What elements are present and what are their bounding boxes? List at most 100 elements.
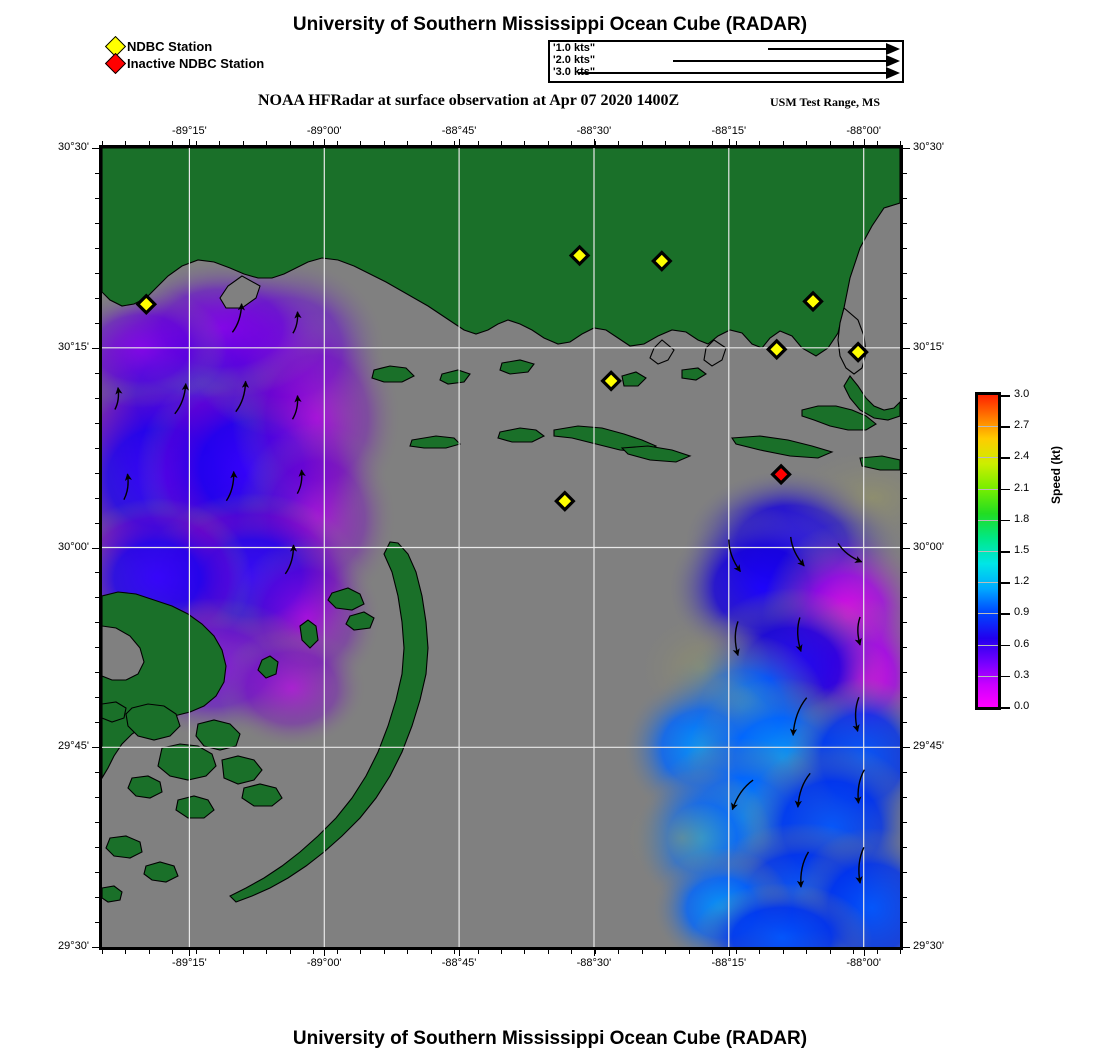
colorbar-tick: [1001, 644, 1010, 647]
y-axis-minor-tick: [903, 297, 907, 299]
y-axis-minor-tick: [903, 322, 907, 324]
diamond-icon: [104, 52, 127, 75]
x-axis-minor-tick: [125, 950, 127, 954]
legend-item-ndbc-station: NDBC Station: [104, 35, 264, 58]
colorbar-tick-label: 0.6: [1014, 637, 1030, 650]
y-axis-minor-tick: [903, 397, 907, 399]
y-axis-tick: [903, 947, 910, 948]
current-vector-arrow: [837, 543, 863, 563]
y-axis-minor-tick: [903, 222, 907, 224]
colorbar-gridline: [978, 488, 998, 490]
colorbar-tick: [1001, 488, 1010, 491]
x-axis-minor-tick: [853, 950, 855, 954]
y-axis-minor-tick: [903, 672, 907, 674]
footer-title: University of Southern Mississippi Ocean…: [292, 1028, 808, 1049]
x-axis-minor-tick: [501, 950, 502, 954]
x-axis-minor-tick: [594, 950, 596, 954]
x-axis-minor-tick: [571, 950, 573, 954]
x-axis-minor-tick: [454, 950, 456, 954]
vector-scale-legend: '1.0 kts" '2.0 kts" '3.0 kts": [548, 40, 904, 83]
current-vector-arrow: [731, 779, 754, 811]
y-axis-minor-tick: [903, 597, 907, 599]
current-vector-arrow: [795, 617, 803, 653]
y-axis-label: 29°45': [58, 740, 89, 753]
current-vector-arrow: [789, 697, 808, 737]
y-axis-minor-tick: [903, 897, 907, 899]
y-axis-minor-tick: [903, 522, 907, 524]
ndbc-station-marker[interactable]: [765, 338, 788, 361]
y-axis-minor-tick: [903, 922, 907, 924]
x-axis-minor-tick: [242, 950, 244, 954]
y-axis-tick: [903, 347, 910, 349]
x-axis-label: -88°00': [846, 957, 881, 969]
colorbar-gridline: [978, 675, 998, 677]
colorbar-tick-label: 2.4: [1014, 450, 1030, 463]
x-axis-minor-tick: [477, 950, 479, 954]
y-axis-minor-tick: [903, 747, 907, 749]
colorbar-tick-label: 2.1: [1014, 481, 1030, 494]
current-vector-arrow: [114, 386, 123, 410]
x-axis-minor-tick: [430, 950, 432, 954]
y-axis-minor-tick: [903, 797, 907, 799]
colorbar-tick-label: 0.9: [1014, 606, 1030, 619]
current-vector-arrow: [292, 311, 302, 334]
map-canvas[interactable]: [99, 145, 903, 950]
y-axis-minor-tick: [903, 772, 907, 774]
y-axis-label: 29°30': [913, 940, 944, 952]
colorbar-tick-label: 1.8: [1014, 512, 1030, 525]
y-axis-label: 30°00': [58, 540, 89, 553]
y-axis-minor-tick: [903, 197, 907, 199]
y-axis-label: 30°15': [913, 340, 944, 353]
x-axis-minor-tick: [219, 950, 221, 954]
x-axis-label: -88°45': [441, 957, 477, 969]
y-axis-label: 30°15': [58, 340, 89, 353]
x-axis-minor-tick: [806, 950, 808, 954]
y-axis-minor-tick: [903, 847, 907, 849]
current-vector-arrow: [854, 616, 862, 646]
colorbar-tick: [1001, 426, 1010, 428]
vector-arrowhead: [886, 43, 900, 55]
y-axis-tick: [92, 947, 99, 948]
vector-scale-row-1: '1.0 kts": [550, 42, 902, 56]
current-vector-arrow: [732, 621, 740, 657]
x-axis-minor-tick: [735, 950, 737, 954]
colorbar-gridline: [978, 426, 998, 428]
legend-item-inactive-ndbc-station: Inactive NDBC Station: [104, 52, 264, 75]
colorbar-tick-label: 0.0: [1014, 700, 1030, 712]
ndbc-station-marker[interactable]: [568, 244, 591, 267]
y-axis-label: 30°30': [58, 141, 89, 153]
y-axis-minor-tick: [903, 697, 907, 699]
ndbc-station-marker[interactable]: [847, 341, 869, 363]
y-axis-tick: [92, 148, 99, 149]
x-axis-label: -88°30': [576, 957, 612, 969]
current-vector-arrow: [796, 851, 810, 888]
x-axis-minor-tick: [102, 950, 103, 954]
y-axis-label: 30°00': [913, 540, 944, 553]
colorbar-title: Speed (kt): [1049, 445, 1063, 504]
x-axis-minor-tick: [547, 950, 549, 954]
station-legend: NDBC Station Inactive NDBC Station: [104, 35, 264, 75]
ndbc-station-marker[interactable]: [651, 250, 673, 272]
ndbc-station-marker[interactable]: [802, 290, 824, 313]
colorbar-tick: [1001, 613, 1010, 615]
y-axis-minor-tick: [903, 947, 907, 948]
x-axis-minor-tick: [148, 950, 150, 954]
x-axis-minor-tick: [688, 950, 690, 954]
y-axis-minor-tick: [903, 447, 907, 449]
colorbar-gridline: [978, 582, 998, 584]
current-vector-arrow: [235, 380, 250, 413]
y-axis-minor-tick: [903, 472, 907, 474]
ndbc-station-marker[interactable]: [600, 370, 622, 392]
vector-scale-row-2: '2.0 kts": [550, 54, 902, 68]
y-axis-tick: [903, 148, 910, 149]
colorbar-tick: [1001, 675, 1010, 678]
vector-arrowhead: [886, 55, 900, 67]
inactive-ndbc-station-marker[interactable]: [770, 463, 792, 486]
colorbar-tick: [1001, 519, 1010, 522]
x-axis-minor-tick: [524, 950, 526, 954]
ndbc-station-marker[interactable]: [135, 293, 158, 315]
y-axis-minor-tick: [903, 172, 907, 174]
y-axis-minor-tick: [903, 872, 907, 874]
ndbc-station-marker[interactable]: [554, 490, 576, 512]
colorbar-gridline: [978, 613, 998, 615]
